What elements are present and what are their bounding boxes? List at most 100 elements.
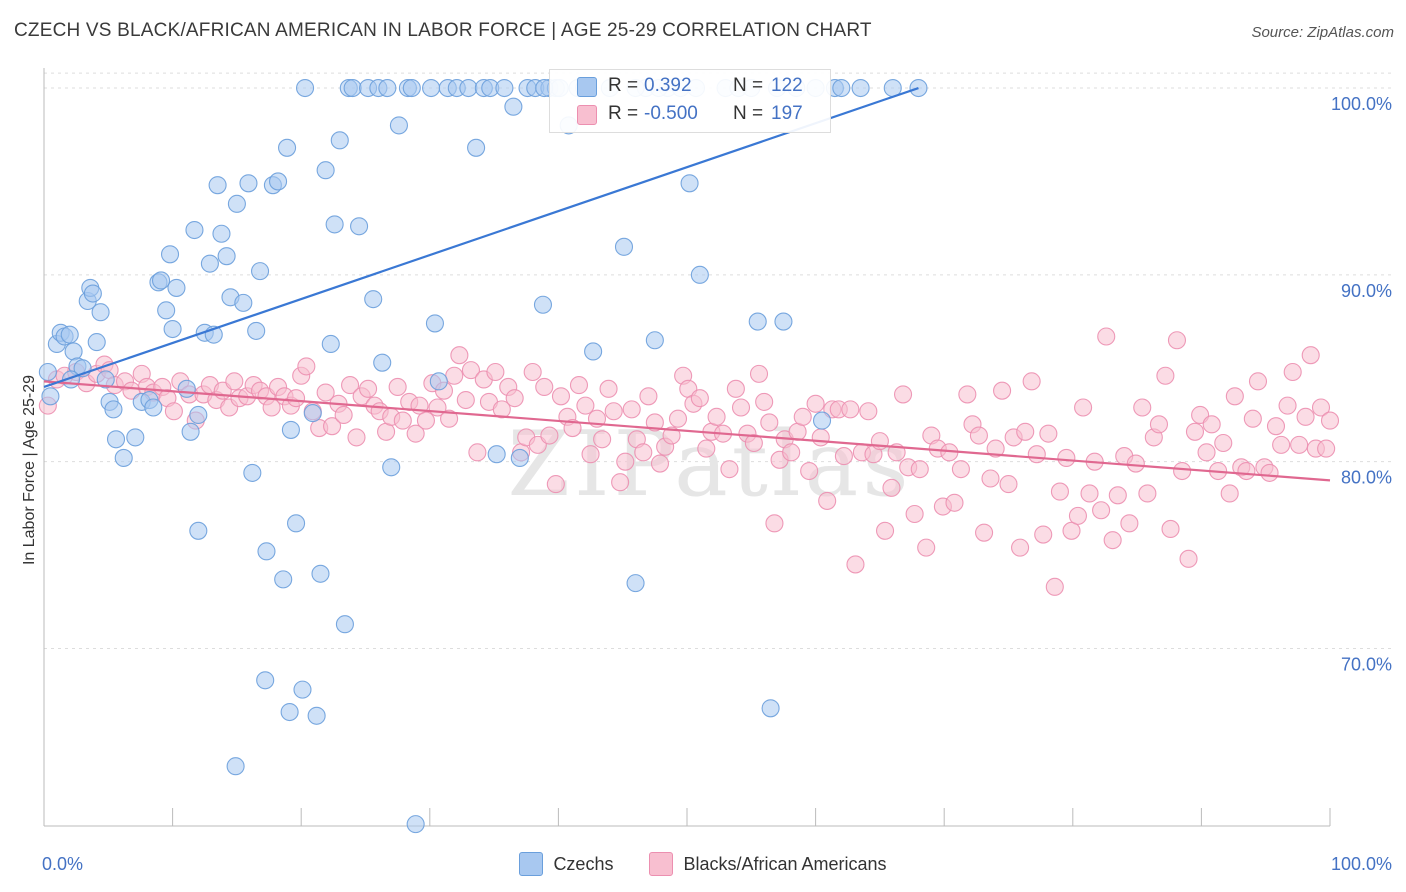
black-point <box>1167 331 1187 350</box>
black-point <box>1027 445 1046 464</box>
czech-point <box>280 702 299 722</box>
black-r-value: -0.500 <box>644 103 698 124</box>
czech-point <box>584 342 603 361</box>
black-point <box>859 402 878 421</box>
black-point <box>468 443 487 462</box>
black-point <box>341 376 360 395</box>
czech-point <box>495 78 514 98</box>
black-point <box>945 493 964 512</box>
black-point <box>440 409 459 428</box>
black-point <box>951 460 970 479</box>
black-point <box>486 362 505 382</box>
black-point <box>1074 398 1093 417</box>
black-point <box>1185 422 1205 441</box>
czech-point <box>402 78 421 98</box>
czech-point <box>325 215 344 234</box>
legend-swatch-czechs <box>519 852 544 876</box>
black-point <box>1301 346 1320 365</box>
black-point <box>793 407 812 426</box>
legend: Czechs Blacks/African Americans <box>0 852 1406 876</box>
black-point <box>450 346 469 365</box>
czech-point <box>256 671 275 690</box>
black-point <box>551 387 571 406</box>
black-n-label: N = <box>733 103 764 124</box>
czech-point <box>257 542 276 561</box>
black-point <box>540 426 559 445</box>
black-point <box>456 390 475 410</box>
czech-point <box>504 97 523 116</box>
czech-point <box>189 405 208 425</box>
legend-item-czechs[interactable]: Czechs <box>519 852 613 876</box>
czech-point <box>690 265 709 284</box>
czech-point <box>278 138 297 157</box>
czech-point <box>91 303 110 322</box>
black-point <box>720 460 739 479</box>
black-point <box>323 417 342 436</box>
czech-point <box>104 400 123 419</box>
black-point <box>1317 439 1336 458</box>
black-point <box>882 478 901 497</box>
czech-point <box>459 78 478 98</box>
black-point <box>1272 435 1291 454</box>
czech-point <box>350 217 369 236</box>
stats-row-czech: R = 0.392 N = 122 <box>550 72 830 102</box>
czech-point <box>106 430 126 449</box>
black-point <box>650 454 670 473</box>
black-point <box>1126 454 1145 473</box>
czech-point <box>87 333 106 352</box>
black-point <box>334 405 353 425</box>
black-point <box>225 372 244 391</box>
czech-point <box>335 615 354 634</box>
black-point <box>388 377 407 397</box>
czech-point <box>269 172 288 191</box>
black-point <box>905 504 924 524</box>
black-point <box>662 426 681 445</box>
black-point <box>1092 501 1111 520</box>
black-point <box>604 402 623 421</box>
black-point <box>1179 549 1198 568</box>
x-tick-label-start: 0.0% <box>42 854 83 874</box>
czech-point <box>157 301 176 320</box>
black-point <box>1266 417 1286 436</box>
black-point <box>800 461 819 481</box>
black-point <box>393 411 412 430</box>
czech-point <box>212 224 231 243</box>
black-point <box>993 381 1012 400</box>
czech-point <box>851 78 870 98</box>
black-point <box>581 445 600 464</box>
black-r-label: R = <box>608 103 639 124</box>
czech-point <box>748 312 767 331</box>
black-point <box>811 428 830 447</box>
black-point <box>164 402 183 421</box>
czech-point <box>160 245 180 264</box>
black-point <box>1011 538 1030 557</box>
legend-label-blacks: Blacks/African Americans <box>683 853 887 874</box>
black-point <box>599 379 618 398</box>
czech-point <box>510 448 529 467</box>
czech-point <box>239 174 258 193</box>
legend-label-czechs: Czechs <box>553 853 614 874</box>
czech-point <box>226 757 245 776</box>
czech-point <box>83 284 102 303</box>
black-point <box>1057 448 1076 467</box>
legend-item-blacks[interactable]: Blacks/African Americans <box>649 852 887 876</box>
black-point <box>875 521 895 540</box>
black-n-value: 197 <box>771 103 803 124</box>
black-point <box>622 400 641 419</box>
black-point <box>782 443 801 462</box>
czech-point <box>373 353 392 372</box>
czech-n-label: N = <box>733 75 764 96</box>
czech-point <box>382 458 401 477</box>
czech-point <box>429 372 448 391</box>
czech-point <box>60 325 79 344</box>
black-point <box>1068 506 1087 525</box>
czech-point <box>177 379 196 398</box>
y-axis-label: In Labor Force | Age 25-29 <box>21 374 38 566</box>
czech-point <box>832 78 851 98</box>
czech-point <box>487 445 506 464</box>
czech-point <box>208 176 227 195</box>
czech-swatch <box>577 77 597 97</box>
black-point <box>697 439 716 458</box>
czech-point <box>422 78 441 98</box>
black-point <box>893 385 913 404</box>
